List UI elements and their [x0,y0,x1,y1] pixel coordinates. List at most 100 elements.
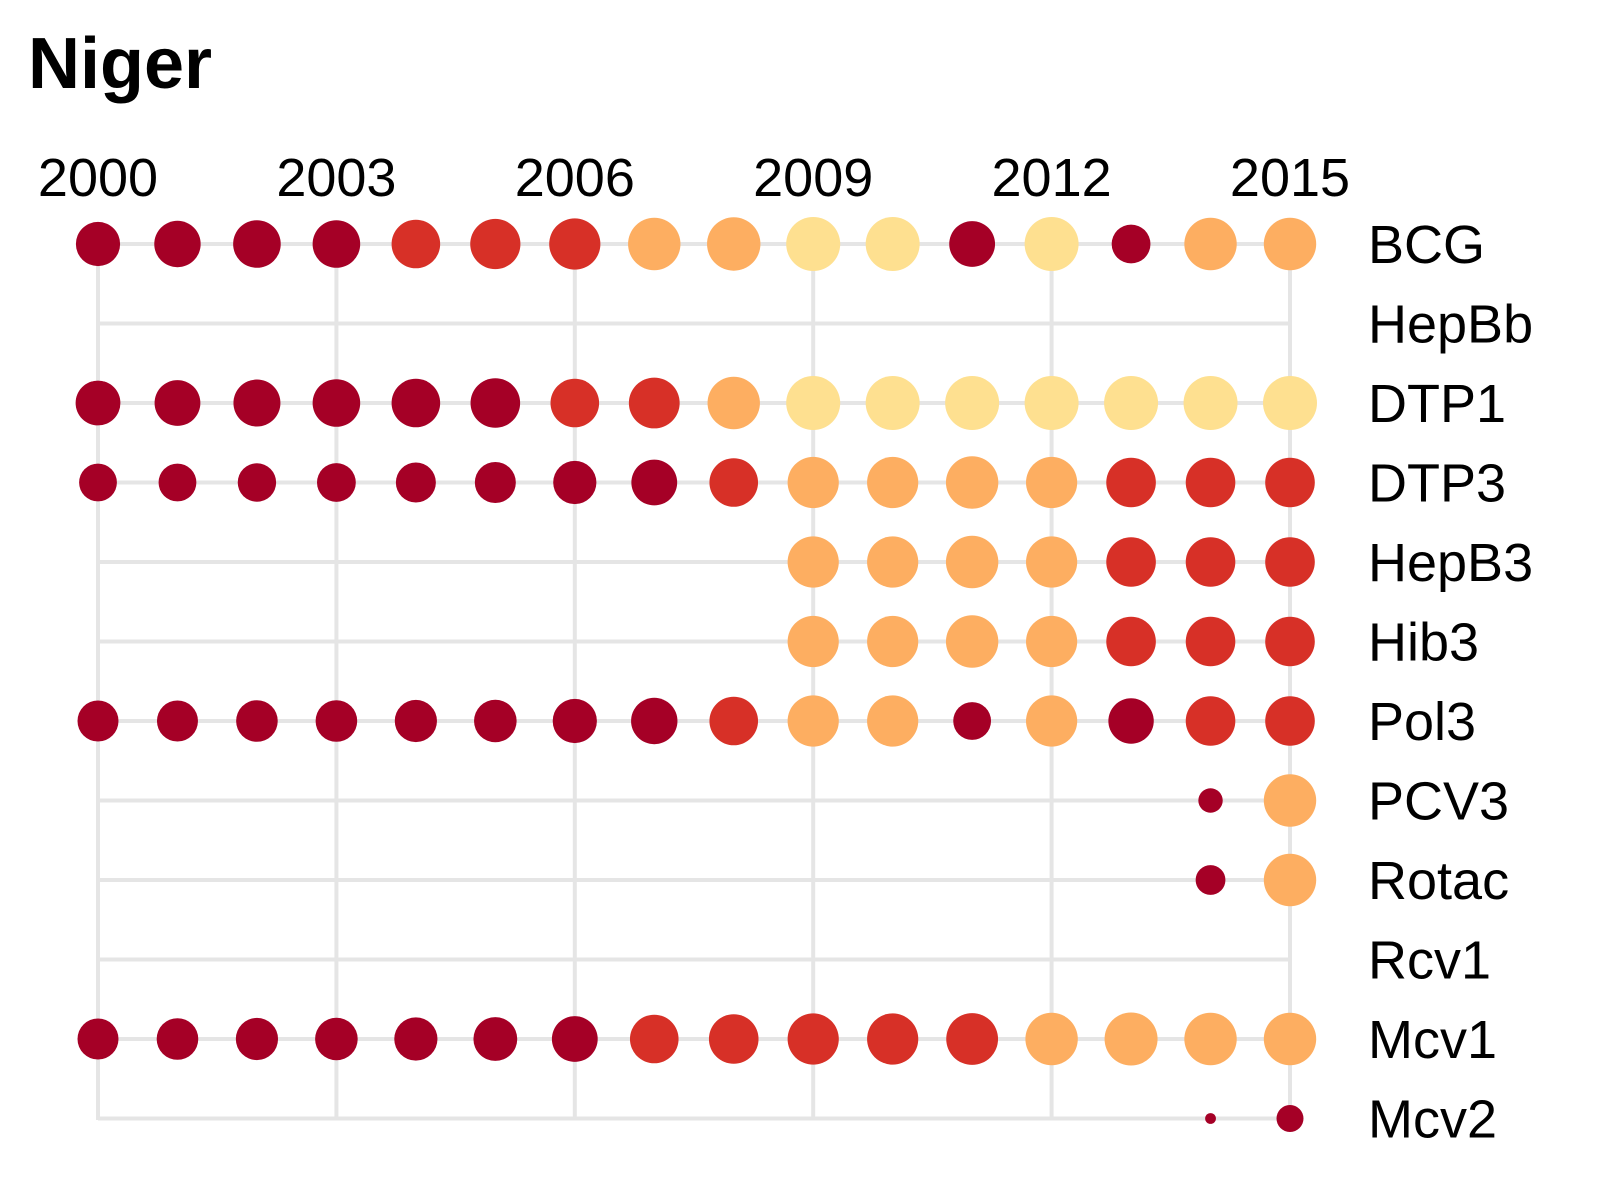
point-dtp3-2010 [867,456,919,509]
x-tick-label-2003: 2003 [276,148,396,208]
point-hepb3-2013 [1106,537,1156,587]
x-axis-tick-labels: 2000 2003 2006 2009 2012 2015 [38,148,1350,208]
point-hib3-2011 [945,615,999,668]
point-dtp3-2013 [1106,457,1156,508]
point-bcg-2013 [1111,224,1151,264]
point-dtp1-2010 [865,376,920,430]
point-mcv1-2000 [77,1018,119,1060]
point-dtp1-2002 [233,379,281,427]
point-bcg-2009 [786,217,841,271]
point-mcv1-2009 [787,1013,839,1065]
point-pol3-2012 [1026,695,1078,747]
point-dtp3-2014 [1185,457,1236,508]
point-pol3-2004 [394,699,437,743]
point-pol3-2014 [1185,696,1236,746]
point-pol3-2015 [1265,696,1315,746]
row-label-hepb3: HepB3 [1368,533,1533,593]
row-label-pol3: Pol3 [1368,692,1476,752]
chart-title: Niger [28,24,212,104]
point-bcg-2008 [707,217,761,271]
point-dtp1-2014 [1183,376,1238,430]
row-label-rcv1: Rcv1 [1368,931,1491,991]
point-dtp1-2015 [1263,376,1317,430]
point-mcv1-2003 [315,1017,358,1061]
row-label-bcg: BCG [1368,215,1485,275]
point-hib3-2014 [1185,616,1236,667]
point-dtp3-2012 [1026,456,1078,509]
point-bcg-2002 [233,220,281,268]
point-bcg-2006 [549,218,601,270]
point-hepb3-2009 [787,536,839,588]
point-mcv1-2001 [156,1018,199,1060]
point-mcv1-2005 [473,1017,518,1061]
point-hib3-2010 [867,615,919,668]
point-bcg-2005 [470,218,521,270]
x-tick-label-2006: 2006 [515,148,635,208]
point-bcg-2007 [628,217,681,271]
point-bcg-2010 [865,217,920,271]
point-mcv1-2010 [867,1013,919,1065]
point-pol3-2002 [236,700,278,742]
row-label-dtp1: DTP1 [1368,374,1506,434]
point-pol3-2005 [474,699,517,743]
point-bcg-2015 [1263,217,1317,271]
point-pol3-2001 [156,700,198,742]
point-dtp1-2005 [470,378,521,428]
row-label-mcv2: Mcv2 [1368,1090,1497,1150]
point-dtp1-2009 [786,376,841,430]
point-pol3-2013 [1108,698,1154,744]
row-label-dtp3: DTP3 [1368,454,1506,514]
row-label-pcv3: PCV3 [1368,772,1509,832]
point-mcv1-2011 [946,1013,999,1065]
x-tick-label-2000: 2000 [38,148,158,208]
point-dtp1-2007 [628,377,680,429]
point-dtp3-2015 [1265,457,1315,508]
row-label-hepbb: HepBb [1368,295,1533,355]
point-pol3-2006 [552,698,597,744]
point-bcg-2000 [75,221,121,267]
point-dtp1-2006 [550,378,600,428]
point-pol3-2007 [631,697,678,745]
point-mcv1-2013 [1104,1012,1158,1066]
point-dtp1-2012 [1024,376,1079,430]
point-hib3-2009 [787,615,839,668]
point-mcv1-2014 [1184,1012,1237,1066]
point-mcv1-2007 [629,1014,679,1064]
point-dtp3-2006 [553,460,597,505]
point-hepb3-2014 [1185,537,1236,587]
point-dtp3-2004 [395,462,436,503]
point-rotac-2014 [1195,865,1226,895]
point-dtp3-2009 [787,456,839,509]
point-pol3-2008 [709,696,759,746]
point-pcv3-2015 [1263,774,1317,827]
point-dtp3-2007 [631,459,678,506]
point-bcg-2012 [1024,217,1079,271]
point-mcv1-2012 [1025,1012,1078,1066]
point-pol3-2000 [77,700,119,742]
point-hepb3-2011 [945,535,999,589]
point-pol3-2011 [953,702,992,740]
x-tick-label-2015: 2015 [1230,148,1350,208]
row-label-rotac: Rotac [1368,851,1509,911]
point-dtp1-2008 [707,376,760,430]
point-dtp1-2000 [75,380,121,426]
data-points [75,217,1317,1132]
point-bcg-2004 [391,219,441,269]
point-dtp3-2002 [237,463,277,502]
point-dtp3-2001 [158,463,197,502]
x-tick-label-2012: 2012 [992,148,1112,208]
point-hib3-2015 [1265,616,1315,667]
point-dtp3-2005 [474,462,516,503]
point-dtp1-2004 [391,378,441,428]
y-axis-category-labels: BCG HepBb DTP1 DTP3 HepB3 Hib3 Pol3 PCV3 Rotac Rc… [1368,215,1533,1150]
point-pcv3-2014 [1198,788,1223,813]
point-bcg-2011 [949,221,996,267]
point-hib3-2012 [1026,615,1078,668]
point-mcv2-2014 [1205,1113,1216,1124]
point-bcg-2014 [1184,217,1237,271]
point-dtp3-2011 [945,456,999,509]
gridlines [96,242,1292,1121]
point-mcv1-2002 [235,1017,279,1061]
point-dtp1-2001 [154,380,201,426]
